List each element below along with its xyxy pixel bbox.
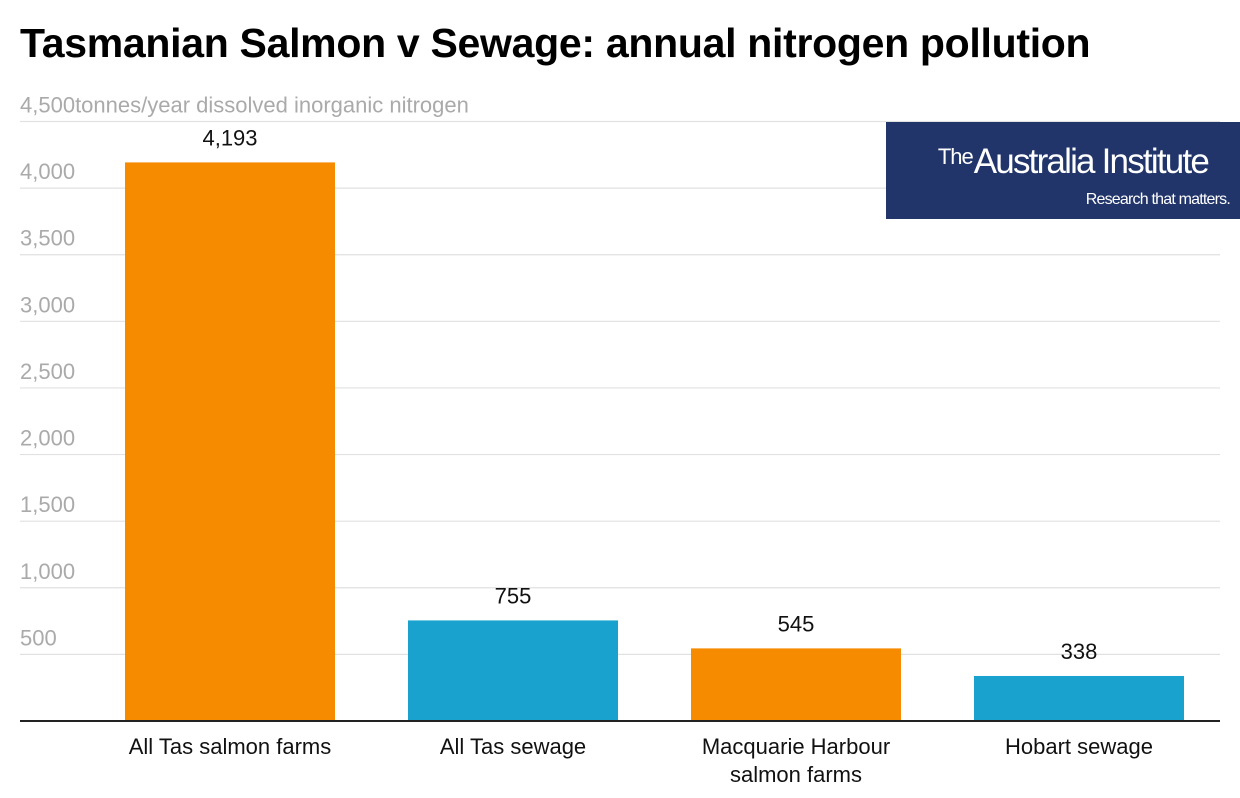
chart-title: Tasmanian Salmon v Sewage: annual nitrog… xyxy=(20,20,1091,66)
y-tick-label: 1,500 xyxy=(20,492,75,517)
x-category-label: Hobart sewage xyxy=(1005,734,1153,759)
y-tick-label: 2,000 xyxy=(20,426,75,451)
y-tick-label: 3,500 xyxy=(20,226,75,251)
x-category-label: Macquarie Harbour salmon farms xyxy=(702,734,890,787)
y-tick-label: 500 xyxy=(20,625,57,650)
y-tick-label: 4,000 xyxy=(20,159,75,184)
logo-name: Australia Institute xyxy=(973,142,1210,181)
x-category-label: All Tas salmon farms xyxy=(129,734,332,759)
bar-value-label: 338 xyxy=(1061,639,1098,664)
australia-institute-logo[interactable]: TheAustralia Institute Research that mat… xyxy=(886,122,1240,219)
y-axis-label: tonnes/year dissolved inorganic nitrogen xyxy=(75,93,469,118)
bar-value-label: 4,193 xyxy=(202,125,257,150)
bar xyxy=(408,620,618,721)
bar-value-label: 545 xyxy=(778,611,815,636)
y-tick-label: 3,000 xyxy=(20,292,75,317)
bar-value-label: 755 xyxy=(495,583,532,608)
x-category-label: All Tas sewage xyxy=(440,734,586,759)
bar xyxy=(125,162,335,721)
bar xyxy=(974,675,1184,721)
bar xyxy=(691,648,901,721)
y-tick-label: 2,500 xyxy=(20,359,75,384)
logo-prefix: The xyxy=(937,144,974,169)
y-tick-label: 4,500tonnes/year dissolved inorganic nit… xyxy=(20,93,469,118)
logo-tagline: Research that matters. xyxy=(1085,191,1231,208)
y-tick-label: 1,000 xyxy=(20,559,75,584)
